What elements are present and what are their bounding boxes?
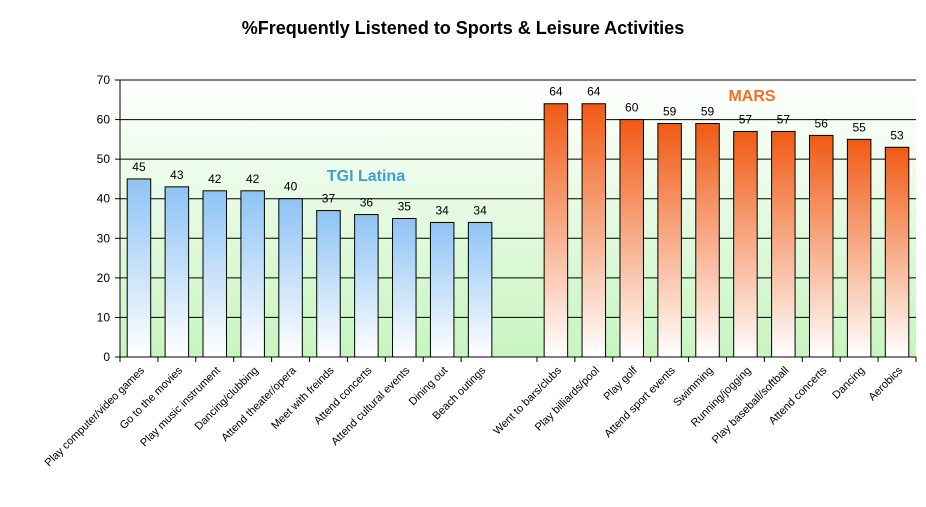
- y-tick-label: 50: [97, 152, 111, 166]
- bar: [429, 221, 455, 358]
- y-tick-label: 20: [97, 271, 111, 285]
- y-tick-label: 40: [97, 192, 111, 206]
- bar: [884, 146, 910, 358]
- bar: [354, 214, 379, 358]
- data-label: 40: [284, 180, 298, 194]
- category-label: Attend cultural events: [329, 364, 413, 448]
- category-label: Play golf: [602, 364, 641, 403]
- bar: [316, 210, 341, 358]
- bar: [808, 134, 834, 358]
- data-label: 59: [663, 105, 677, 119]
- bar: [619, 119, 644, 358]
- data-label: 53: [890, 128, 904, 142]
- data-label: 57: [739, 112, 753, 126]
- bar: [543, 103, 569, 358]
- data-label: 64: [549, 85, 563, 99]
- data-label: 37: [322, 192, 336, 206]
- y-tick-label: 30: [97, 231, 111, 245]
- data-label: 42: [208, 172, 222, 186]
- data-label: 36: [360, 196, 374, 210]
- category-label: Aerobics: [866, 364, 905, 403]
- data-label: 43: [170, 168, 184, 182]
- bar: [657, 123, 682, 358]
- data-label: 45: [132, 160, 146, 174]
- bar: [733, 130, 758, 358]
- y-tick-label: 70: [97, 73, 111, 87]
- data-label: 42: [246, 172, 260, 186]
- bar: [695, 123, 720, 358]
- bar: [771, 130, 796, 358]
- plot-area: [120, 80, 916, 357]
- series-label-tgi-latina: TGI Latina: [327, 168, 405, 185]
- bar: [467, 221, 493, 358]
- bar: [846, 138, 872, 358]
- category-label: Attend sport events: [602, 364, 678, 440]
- category-label: Dancing: [830, 365, 867, 402]
- series-label-mars: MARS: [728, 88, 775, 105]
- y-tick-label: 10: [97, 310, 111, 324]
- y-tick-label: 60: [97, 113, 111, 127]
- bar: [581, 103, 607, 358]
- data-label: 35: [398, 200, 412, 214]
- bar: [126, 178, 152, 358]
- chart-title: %Frequently Listened to Sports & Leisure…: [241, 18, 685, 38]
- data-label: 59: [701, 105, 715, 119]
- bar: [392, 218, 417, 358]
- y-tick-label: 0: [103, 350, 110, 364]
- category-label: Attend theater/opera: [219, 364, 299, 444]
- bar: [164, 186, 190, 358]
- category-label: Play billiards/pool: [533, 365, 602, 434]
- data-label: 56: [815, 116, 829, 130]
- data-label: 64: [587, 85, 601, 99]
- data-label: 60: [625, 101, 639, 115]
- data-label: 34: [473, 203, 487, 217]
- data-label: 55: [852, 120, 866, 134]
- data-label: 34: [436, 203, 450, 217]
- bar: [278, 198, 303, 358]
- data-label: 57: [777, 112, 791, 126]
- category-label: Went to bars/clubs: [491, 364, 564, 437]
- bar: [240, 190, 265, 358]
- bar: [202, 190, 228, 358]
